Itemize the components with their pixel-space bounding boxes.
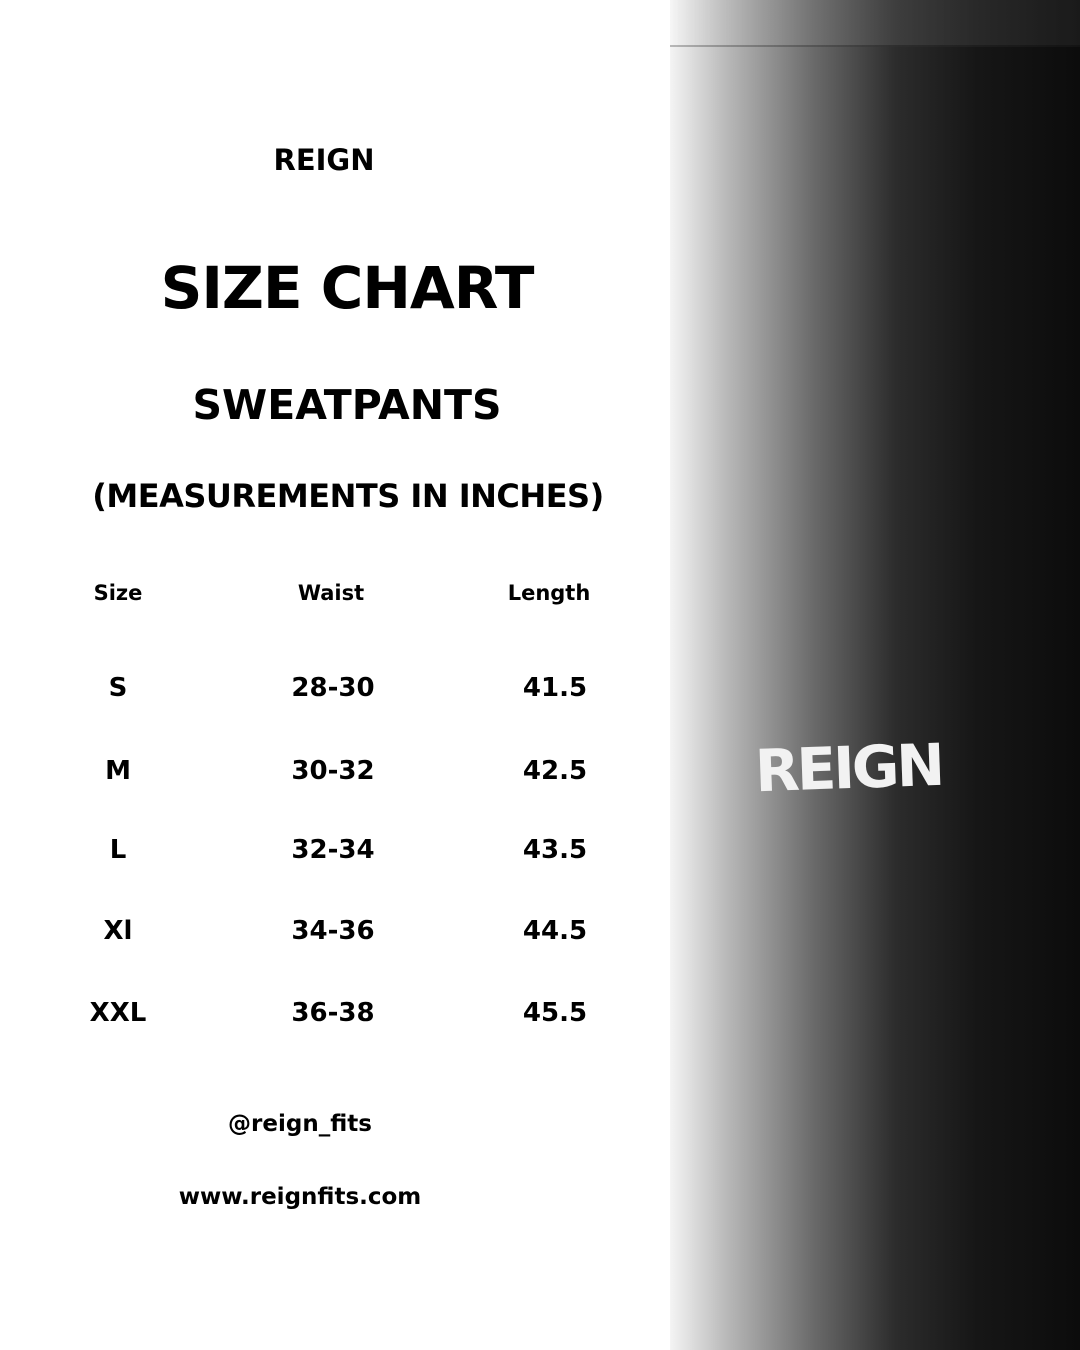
header-length: Length [507,581,591,605]
cell-size: Xl [103,916,133,946]
cell-waist: 34-36 [291,916,375,946]
units-note: (MEASUREMENTS IN INCHES) [92,477,604,515]
brand-name: REIGN [273,143,375,177]
website-link[interactable]: www.reignfits.com [178,1184,422,1210]
cell-size: S [108,673,128,703]
cell-length: 42.5 [522,756,588,786]
cell-waist: 28-30 [291,673,375,703]
printed-logo: REIGN [753,730,944,806]
cell-length: 43.5 [522,835,588,865]
cell-size: M [105,756,131,786]
cell-length: 44.5 [522,916,588,946]
cell-waist: 36-38 [291,998,375,1028]
cell-waist: 32-34 [291,835,375,865]
cell-size: L [109,835,127,865]
cell-size: XXL [89,998,147,1028]
cell-length: 41.5 [522,673,588,703]
cell-length: 45.5 [522,998,588,1028]
waistband [670,0,1080,47]
header-waist: Waist [297,581,365,605]
cell-waist: 30-32 [291,756,375,786]
social-handle[interactable]: @reign_fits [228,1111,372,1137]
product-photo: REIGN [670,0,1080,1350]
product-name: SWEATPANTS [192,381,502,429]
header-size: Size [93,581,143,605]
page-title: SIZE CHART [160,254,535,322]
